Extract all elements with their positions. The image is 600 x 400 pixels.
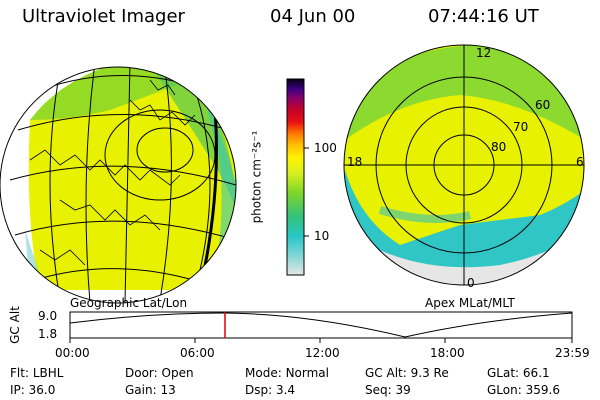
colorbar-unit-label: photon cm⁻²s⁻¹	[249, 130, 264, 224]
status-gain: Gain: 13	[125, 383, 176, 397]
status-glon: GLon: 359.6	[487, 383, 560, 397]
left-panel-label: Geographic Lat/Lon	[70, 296, 188, 310]
altitude-ytick-low: 1.8	[38, 327, 58, 341]
polar-lat-60: 60	[535, 98, 551, 112]
time-label: 07:44:16 UT	[428, 6, 539, 27]
status-glat: GLat: 66.1	[487, 366, 550, 380]
polar-mlt-12: 12	[476, 46, 492, 60]
status-mode: Mode: Normal	[245, 366, 329, 380]
status-dsp: Dsp: 3.4	[245, 383, 296, 397]
status-gc-alt: GC Alt: 9.3 Re	[365, 366, 449, 380]
color-bar	[286, 78, 309, 276]
altitude-ylabel: GC Alt	[7, 306, 22, 344]
polar-lat-80: 80	[491, 140, 507, 154]
polar-lat-70: 70	[513, 120, 529, 134]
polar-mlt-6: 6	[576, 155, 584, 169]
date-label: 04 Jun 00	[270, 6, 356, 27]
status-flt: Flt: LBHL	[10, 366, 64, 380]
altitude-xtick-0: 00:00	[55, 346, 90, 360]
altitude-xtick-1: 06:00	[180, 346, 215, 360]
altitude-ytick-high: 9.0	[38, 309, 58, 323]
altitude-xtick-3: 18:00	[430, 346, 465, 360]
polar-plot	[343, 44, 585, 286]
status-seq: Seq: 39	[365, 383, 411, 397]
altitude-xtick-4: 23:59	[555, 346, 590, 360]
geographic-map	[0, 66, 237, 304]
right-panel-label: Apex MLat/MLT	[425, 296, 515, 310]
altitude-xtick-2: 12:00	[305, 346, 340, 360]
colorbar-tick-10: 10	[314, 229, 330, 243]
altitude-plot	[69, 311, 573, 343]
status-door: Door: Open	[125, 366, 194, 380]
colorbar-tick-100: 100	[314, 141, 337, 155]
app-title: Ultraviolet Imager	[22, 6, 185, 27]
polar-mlt-18: 18	[347, 155, 363, 169]
status-ip: IP: 36.0	[10, 383, 56, 397]
polar-mlt-0: 0	[467, 276, 475, 290]
